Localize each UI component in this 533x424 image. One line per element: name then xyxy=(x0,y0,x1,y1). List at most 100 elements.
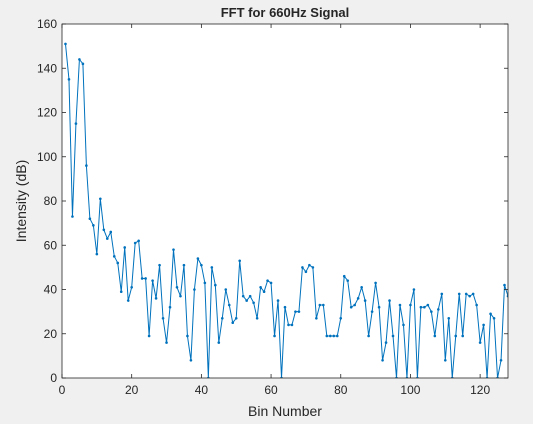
data-point xyxy=(276,299,280,302)
data-point xyxy=(161,316,165,320)
x-tick-label: 60 xyxy=(264,383,278,397)
data-point xyxy=(499,359,503,362)
data-point xyxy=(273,334,276,338)
data-point xyxy=(461,334,465,338)
data-point xyxy=(454,334,458,338)
data-point xyxy=(74,122,78,125)
data-point xyxy=(238,259,242,263)
data-point xyxy=(144,277,147,280)
data-point xyxy=(112,255,116,258)
data-point xyxy=(370,310,374,313)
data-point xyxy=(105,237,109,240)
data-point xyxy=(266,279,269,282)
data-point xyxy=(283,305,287,309)
data-point xyxy=(342,274,346,278)
data-point xyxy=(196,257,200,260)
data-point xyxy=(363,299,367,302)
data-point xyxy=(440,292,444,296)
data-point xyxy=(95,252,99,256)
data-point xyxy=(259,285,262,289)
data-point xyxy=(234,316,238,320)
data-point xyxy=(158,263,161,267)
x-tick-label: 80 xyxy=(334,383,348,397)
x-tick-label: 120 xyxy=(470,383,490,397)
data-point xyxy=(85,164,88,167)
data-point xyxy=(374,281,377,285)
data-point xyxy=(287,323,290,327)
data-point xyxy=(433,334,437,338)
data-point xyxy=(130,285,133,289)
data-point xyxy=(301,266,304,269)
data-point xyxy=(102,228,106,232)
data-point xyxy=(210,266,214,269)
data-point xyxy=(297,310,301,313)
data-point xyxy=(71,215,74,218)
data-point xyxy=(252,301,255,305)
data-point xyxy=(503,283,506,287)
y-tick-label: 0 xyxy=(50,371,57,385)
data-point xyxy=(356,297,360,300)
y-tick-label: 140 xyxy=(37,61,57,75)
y-tick-label: 160 xyxy=(37,17,57,31)
x-tick-label: 100 xyxy=(400,383,420,397)
data-point xyxy=(315,316,318,320)
data-point xyxy=(457,292,461,296)
data-point xyxy=(137,239,140,243)
data-point xyxy=(384,341,388,344)
data-point xyxy=(220,316,224,320)
data-point xyxy=(231,321,235,324)
data-point xyxy=(482,323,485,327)
data-point xyxy=(353,303,356,307)
data-point xyxy=(318,303,322,307)
data-point xyxy=(402,323,405,327)
data-point xyxy=(126,299,130,302)
data-point xyxy=(109,230,113,234)
y-tick-label: 120 xyxy=(37,106,57,120)
data-point xyxy=(200,263,203,267)
data-point xyxy=(346,279,350,282)
data-point xyxy=(116,261,120,265)
data-point xyxy=(311,266,315,269)
data-point xyxy=(189,359,193,362)
y-tick-label: 20 xyxy=(44,327,58,341)
data-point xyxy=(186,334,189,338)
data-point xyxy=(426,303,430,307)
data-point xyxy=(248,294,252,298)
data-point xyxy=(294,310,297,313)
chart-title: FFT for 660Hz Signal xyxy=(221,5,350,20)
data-point xyxy=(367,334,370,338)
data-point xyxy=(78,58,81,61)
data-point xyxy=(88,217,92,220)
data-point xyxy=(468,294,471,298)
data-point xyxy=(262,290,266,294)
y-tick-label: 80 xyxy=(44,194,58,208)
data-point xyxy=(419,305,423,309)
data-point xyxy=(290,323,294,327)
data-point xyxy=(123,246,127,249)
data-point xyxy=(203,281,207,285)
data-point xyxy=(245,299,248,302)
data-point xyxy=(332,334,336,338)
data-point xyxy=(241,294,245,298)
data-point xyxy=(398,303,402,307)
data-point xyxy=(360,285,363,289)
data-point xyxy=(64,42,67,46)
data-point xyxy=(478,341,482,344)
y-tick-label: 60 xyxy=(44,238,58,252)
data-point xyxy=(217,341,221,344)
x-tick-label: 0 xyxy=(59,383,66,397)
data-point xyxy=(443,359,447,362)
data-point xyxy=(214,283,217,287)
data-point xyxy=(67,78,71,81)
data-point xyxy=(92,224,95,227)
data-point xyxy=(423,305,426,309)
data-point xyxy=(172,248,175,251)
data-point xyxy=(255,316,259,320)
data-point xyxy=(437,308,440,311)
data-point xyxy=(377,305,381,309)
series-group xyxy=(64,42,508,378)
data-point xyxy=(335,334,339,338)
data-point xyxy=(119,290,123,294)
data-point xyxy=(322,303,325,307)
